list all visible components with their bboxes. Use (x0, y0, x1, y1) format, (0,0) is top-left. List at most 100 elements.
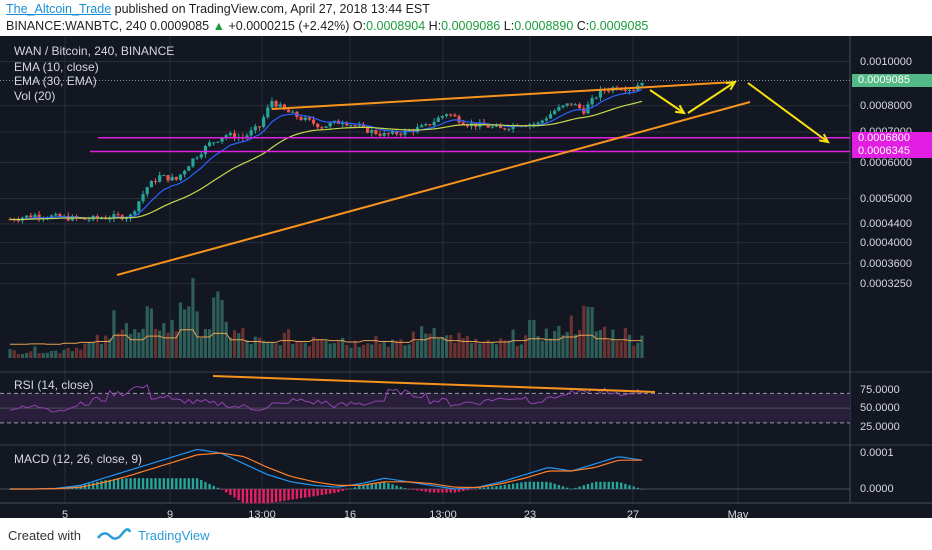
volume-bar (449, 334, 453, 358)
candle-body (282, 104, 287, 110)
candle-body (253, 126, 257, 131)
macd-histogram-bar (399, 486, 403, 489)
volume-bar (544, 328, 548, 358)
macd-histogram-bar (640, 489, 644, 490)
candle-body (353, 125, 357, 127)
volume-bar (133, 329, 137, 358)
candle-body (224, 135, 228, 139)
volume-bar (395, 340, 399, 358)
macd-histogram-bar (337, 489, 340, 493)
volume-bar (453, 342, 457, 358)
macd-histogram-bar (287, 489, 290, 501)
volume-bar (83, 343, 87, 358)
macd-histogram-bar (445, 489, 448, 493)
macd-histogram-bar (308, 489, 311, 497)
macd-line (10, 448, 643, 490)
volume-bar (124, 323, 129, 358)
candle-body (357, 125, 361, 127)
volume-bar (607, 339, 611, 358)
macd-histogram-bar (595, 481, 598, 489)
volume-bar (303, 342, 307, 358)
time-tick-label: 23 (523, 509, 537, 518)
candle-body (158, 175, 162, 182)
macd-histogram-bar (125, 478, 128, 489)
volume-bar (274, 343, 278, 358)
open-value: 0.0008904 (366, 19, 426, 33)
volume-ma-line (10, 329, 642, 345)
macd-histogram-bar (561, 486, 565, 489)
volume-bar (49, 350, 54, 358)
volume-bar (611, 329, 615, 358)
candle-body (494, 125, 499, 127)
rsi-legend: RSI (14, close) (14, 378, 94, 392)
candle-body (320, 127, 324, 129)
volume-bar (286, 329, 291, 358)
volume-bar (29, 351, 33, 358)
volume-bar (519, 344, 524, 358)
volume-bar (299, 341, 303, 358)
macd-histogram-bar (283, 489, 286, 501)
candle-body (548, 114, 553, 119)
candle-body (153, 180, 158, 182)
macd-histogram-bar (383, 481, 386, 489)
volume-bar (553, 330, 557, 358)
price-tick-label: 0.0004000 (860, 236, 912, 249)
rsi-tick-label: 50.0000 (860, 402, 900, 415)
macd-histogram-bar (266, 489, 269, 504)
candle-body (166, 175, 170, 181)
chart-svg[interactable] (0, 36, 932, 518)
time-tick-label: May (727, 509, 749, 518)
macd-histogram-bar (395, 485, 398, 489)
volume-bar (145, 306, 149, 358)
macd-histogram-bar (549, 482, 552, 489)
volume-bar (166, 332, 170, 358)
tradingview-brand[interactable]: TradingView (138, 528, 210, 543)
volume-bar (378, 343, 382, 358)
volume-bar (536, 336, 540, 358)
macd-histogram-bar (387, 482, 390, 489)
volume-bar (407, 344, 411, 358)
lower-trendline (116, 101, 751, 276)
candle-body (395, 131, 399, 135)
volume-bar (45, 352, 50, 358)
candle-body (191, 158, 195, 167)
macd-histogram-bar (503, 484, 506, 489)
macd-histogram-bar (590, 482, 594, 489)
candle-body (594, 97, 598, 99)
candle-body (257, 126, 262, 128)
volume-bar (203, 329, 208, 358)
candle-body (112, 214, 116, 219)
macd-histogram-bar (366, 484, 369, 489)
macd-histogram-bar (536, 481, 540, 489)
macd-histogram-bar (328, 489, 332, 494)
volume-bar (241, 328, 245, 358)
macd-histogram-bar (195, 478, 199, 489)
macd-histogram-bar (225, 489, 228, 493)
volume-bar (420, 326, 424, 358)
volume-bar (70, 351, 74, 358)
macd-histogram-bar (241, 489, 245, 503)
volume-bar (507, 340, 511, 358)
author-link[interactable]: The_Altcoin_Trade (6, 2, 112, 16)
volume-bar (627, 334, 632, 358)
macd-histogram-bar (611, 481, 615, 489)
candle-body (623, 89, 627, 91)
candle-body (449, 114, 453, 116)
macd-histogram-bar (191, 478, 195, 489)
volume-bar (220, 300, 224, 358)
candle-body (511, 124, 515, 130)
volume-bar (128, 334, 133, 358)
volume-bar (444, 335, 449, 358)
price-tick-label: 0.0005000 (860, 192, 912, 205)
candle-body (420, 125, 424, 128)
volume-bar (153, 328, 158, 358)
chart-area[interactable]: WAN / Bitcoin, 240, BINANCE EMA (10, clo… (0, 36, 932, 518)
candle-body (270, 101, 274, 108)
macd-histogram-bar (478, 488, 482, 489)
volume-bar (469, 343, 474, 358)
macd-histogram-bar (636, 487, 640, 489)
volume-bar (62, 349, 66, 358)
volume-bar (20, 353, 25, 358)
volume-bar (104, 335, 108, 358)
candle-body (116, 214, 120, 216)
